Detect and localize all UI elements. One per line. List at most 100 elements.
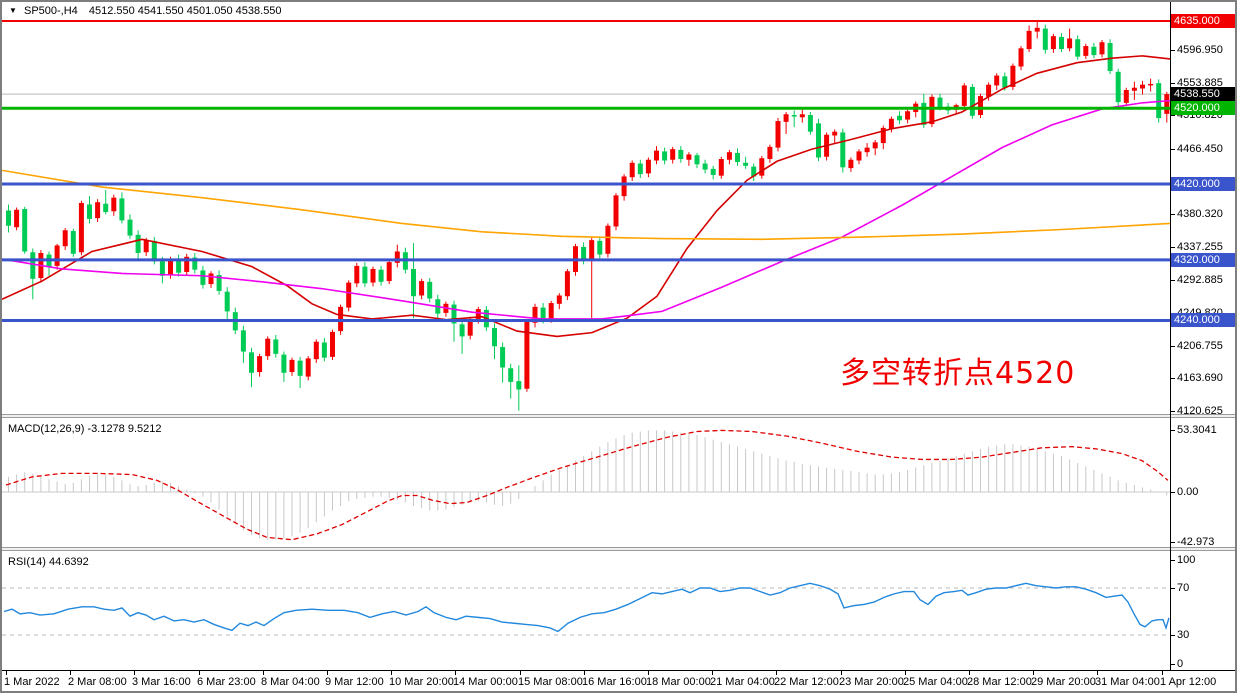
candle-down (1002, 76, 1008, 88)
time-tick-label: 15 Mar 08:00 (518, 676, 583, 688)
time-tick-label: 21 Mar 04:00 (710, 676, 775, 688)
candle-up (1026, 30, 1032, 50)
panel-separator[interactable] (2, 414, 1235, 418)
candle-up (1148, 83, 1154, 86)
candle-up (759, 158, 765, 176)
axis-tick-mark (1170, 635, 1175, 636)
axis-tick-mark (1170, 50, 1175, 51)
candle-up (524, 322, 530, 389)
rsi-indicator-chart[interactable] (2, 551, 1170, 670)
price-tick-label: 4206.755 (1177, 340, 1223, 352)
candle-up (1010, 65, 1016, 87)
main-price-chart[interactable] (2, 2, 1170, 414)
candle-down (30, 252, 36, 279)
candle-up (548, 303, 554, 319)
candle-down (297, 360, 303, 376)
candle-up (62, 230, 68, 247)
candle-down (500, 347, 506, 368)
axis-tick-mark (1170, 588, 1175, 589)
candle-down (216, 274, 222, 291)
candle-down (508, 368, 514, 382)
candle-up (289, 359, 295, 373)
time-tick-mark (712, 671, 713, 675)
candle-up (961, 85, 967, 106)
time-tick-label: 16 Mar 16:00 (582, 676, 647, 688)
macd-axis-label: 0.00 (1177, 486, 1199, 498)
macd-pane-header: MACD(12,26,9) -3.1278 9.5212 (8, 423, 162, 435)
time-tick-mark (134, 671, 135, 675)
candle-up (645, 159, 651, 174)
time-tick-mark (648, 671, 649, 675)
candle-up (775, 121, 781, 148)
candle-up (330, 331, 335, 357)
time-tick-mark (520, 671, 521, 675)
candle-down (735, 152, 740, 163)
panel-separator[interactable] (2, 547, 1235, 551)
candle-up (1050, 36, 1056, 50)
candle-down (273, 339, 279, 354)
candle-down (87, 204, 92, 219)
time-tick-label: 8 Mar 04:00 (261, 676, 320, 688)
time-tick-mark (263, 671, 264, 675)
candle-up (265, 338, 271, 357)
candle-up (370, 268, 376, 283)
candle-down (127, 219, 133, 236)
candle-down (192, 257, 198, 270)
macd-indicator-chart[interactable] (2, 418, 1170, 547)
candle-down (791, 115, 797, 117)
candle-down (451, 304, 457, 324)
candle-up (556, 295, 562, 304)
time-tick-label: 22 Mar 12:00 (774, 676, 839, 688)
axis-tick-mark (1170, 214, 1175, 215)
annotation-text[interactable]: 多空转折点4520 (840, 356, 1076, 391)
symbol-dropdown-icon[interactable]: ▼ (9, 6, 17, 15)
price-tick-label: 4120.625 (1177, 405, 1223, 417)
candle-up (475, 309, 481, 320)
rsi-line (3, 582, 1170, 633)
candle-down (70, 231, 76, 254)
candle-up (184, 256, 190, 272)
candle-down (921, 102, 927, 125)
candle-up (1067, 38, 1073, 49)
candle-down (1075, 39, 1081, 57)
macd-axis-label: 53.3041 (1177, 424, 1217, 436)
time-tick-label: 2 Mar 08:00 (68, 676, 127, 688)
candle-down (22, 209, 28, 252)
candle-up (1140, 84, 1145, 89)
candle-up (905, 111, 911, 120)
candle-down (159, 261, 165, 276)
time-tick-label: 3 Mar 16:00 (132, 676, 191, 688)
candle-down (427, 281, 433, 299)
candle-up (654, 150, 659, 161)
rsi-axis-label: 70 (1177, 582, 1190, 594)
candle-down (492, 328, 497, 347)
candle-up (168, 259, 173, 275)
candle-down (840, 132, 846, 168)
candle-up (564, 271, 570, 297)
symbol-period-label: SP500-,H4 (23, 5, 78, 17)
candle-down (1115, 71, 1121, 103)
time-tick-mark (6, 671, 7, 675)
candle-down (6, 210, 11, 226)
axis-tick-mark (1170, 542, 1175, 543)
time-tick-label: 23 Mar 20:00 (839, 676, 904, 688)
candle-down (678, 149, 684, 159)
candle-down (751, 166, 757, 177)
candle-up (313, 341, 319, 360)
candle-up (532, 306, 538, 323)
candle-up (78, 202, 84, 253)
rsi-values: 44.6392 (48, 556, 89, 568)
time-tick-label: 1 Mar 2022 (4, 676, 60, 688)
candle-up (994, 75, 1000, 86)
time-tick-mark (455, 671, 456, 675)
price-tick-label: 4466.450 (1177, 143, 1223, 155)
candle-down (581, 246, 587, 261)
candle-down (969, 86, 975, 116)
candle-up (726, 152, 732, 160)
macd-values: -3.1278 9.5212 (87, 423, 162, 435)
price-axis-line (1170, 2, 1171, 670)
time-tick-label: 10 Mar 20:00 (389, 676, 454, 688)
candle-up (986, 84, 992, 97)
candle-down (1059, 36, 1064, 50)
